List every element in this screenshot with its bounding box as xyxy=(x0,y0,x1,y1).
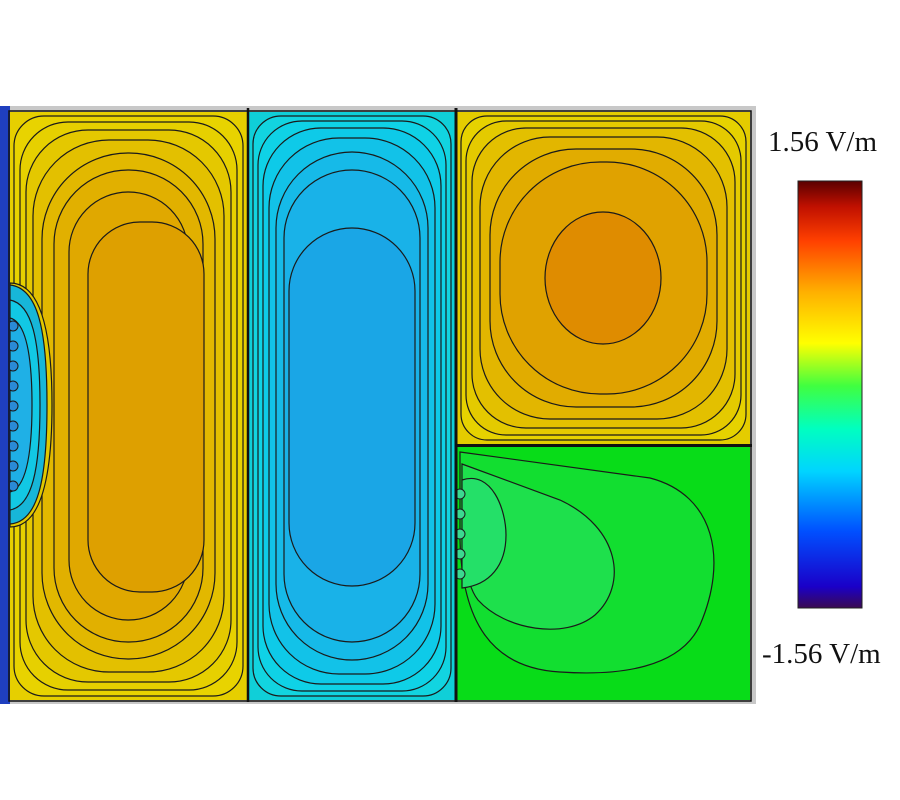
region-middle-column xyxy=(249,112,455,700)
left-edge-strip xyxy=(0,106,10,704)
region-upper-right-cell xyxy=(457,112,750,444)
domain-partitions xyxy=(8,108,752,702)
colorbar-gradient xyxy=(797,180,863,609)
colorbar-max-label: 1.56 V/m xyxy=(768,126,878,158)
region-left-edge-bulge xyxy=(7,282,53,528)
region-lower-right-cell xyxy=(457,447,750,700)
colorbar-min-label: -1.56 V/m xyxy=(762,638,881,670)
region-left-column xyxy=(10,112,247,700)
